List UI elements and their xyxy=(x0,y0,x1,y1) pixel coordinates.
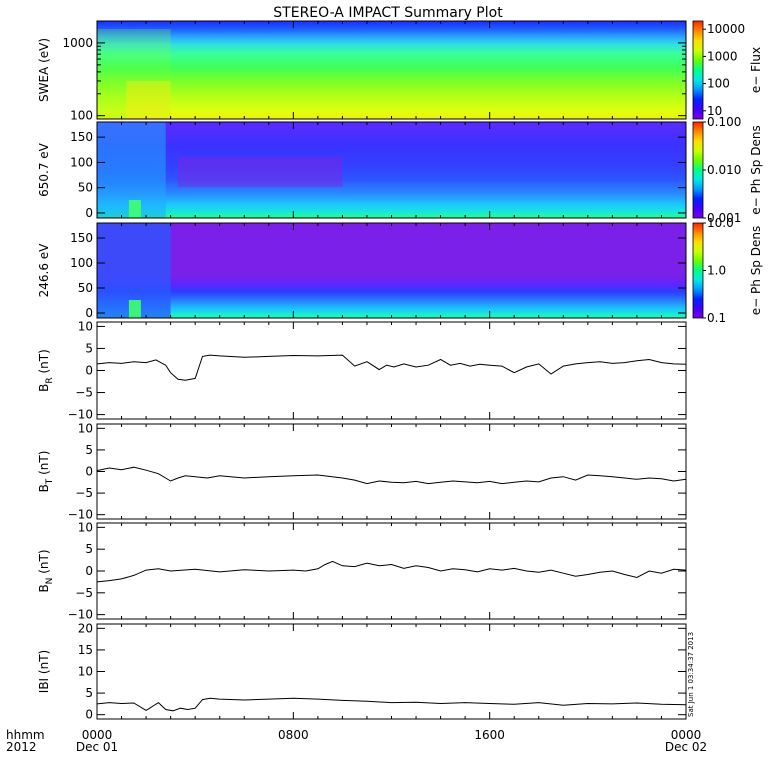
br-ytick-label: −10 xyxy=(68,408,93,422)
br-ylabel: BR (nT) xyxy=(37,349,55,392)
br-series-line xyxy=(96,354,687,381)
br-ytick-label: 5 xyxy=(85,341,93,355)
swea-ytick-label: 1000 xyxy=(62,36,93,50)
bt-panel: −10 −5 0 5 10 BT (nT) xyxy=(37,421,687,522)
footer-hhmm: hhmm xyxy=(6,728,45,742)
pa650-colorbar-tick-label: 0.001 xyxy=(707,211,741,225)
pa246-colorbar-label: e− Ph Sp Dens xyxy=(749,226,763,315)
bn-ytick-label: 10 xyxy=(78,520,93,534)
bmag-frame xyxy=(96,623,687,720)
bmag-series-line xyxy=(96,697,687,712)
bn-ytick-label: −5 xyxy=(75,586,93,600)
swea-colorbar: 10 100 1000 10000 e− Flux xyxy=(692,20,763,120)
bt-ytick-label: 10 xyxy=(78,421,93,435)
plot-title: STEREO-A IMPACT Summary Plot xyxy=(273,5,503,21)
br-panel: −10 −5 0 5 10 BR (nT) xyxy=(37,319,687,422)
pa246-ytick-label: 50 xyxy=(78,281,93,295)
swea-ylabel: SWEA (eV) xyxy=(37,38,51,102)
time-tick-label: 0000 xyxy=(82,728,113,742)
swea-panel: 100 1000 SWEA (eV) 10 100 1000 10000 e− Flux xyxy=(37,20,763,123)
pa650-panel: 0 50 100 150 650.7 eV 0.001 0.010 0.100 e− Ph Sp… xyxy=(37,115,763,225)
bmag-ytick-label: 20 xyxy=(78,621,93,635)
bn-ylabel: BN (nT) xyxy=(37,549,55,592)
pa246-colorbar-tick-label: 10.0 xyxy=(707,216,734,230)
bmag-ytick-label: 5 xyxy=(85,686,93,700)
swea-colorbar-tick-label: 10000 xyxy=(707,22,745,36)
swea-colorbar-tick-label: 10 xyxy=(707,104,722,118)
pa650-heatmap-fill xyxy=(97,122,686,218)
pa246-heatmap-fill xyxy=(97,223,686,318)
bn-series-line xyxy=(96,560,687,583)
bn-ytick-label: 0 xyxy=(85,564,93,578)
pa246-colorbar-tick-label: 1.0 xyxy=(707,264,726,278)
swea-heatmap-fill xyxy=(97,21,686,119)
pa246-colorbar-tick-label: 0.1 xyxy=(707,311,726,325)
pa650-ytick-label: 0 xyxy=(85,206,93,220)
bt-ytick-label: −10 xyxy=(68,508,93,522)
bt-ytick-label: 5 xyxy=(85,443,93,457)
pa650-colorbar-tick-label: 0.100 xyxy=(707,115,741,129)
bt-series-line xyxy=(96,466,687,485)
bmag-ytick-label: 15 xyxy=(78,643,93,657)
time-tick-label: 0000 xyxy=(671,728,702,742)
time-tick-label: 0800 xyxy=(278,728,309,742)
pa650-colorbar: 0.001 0.010 0.100 e− Ph Sp Dens xyxy=(692,115,763,225)
swea-colorbar-tick-label: 100 xyxy=(707,77,730,91)
bn-ytick-label: 5 xyxy=(85,542,93,556)
pa650-ytick-label: 100 xyxy=(70,155,93,169)
pa650-ytick-label: 150 xyxy=(70,130,93,144)
bt-ylabel: BT (nT) xyxy=(37,451,55,493)
footer-year: 2012 xyxy=(6,740,37,754)
bmag-ytick-label: 10 xyxy=(78,665,93,679)
pa246-panel: 0 50 100 150 246.6 eV 0.1 1.0 10.0 e− Ph Sp Dens xyxy=(37,216,763,325)
br-frame xyxy=(96,321,687,420)
pa246-ytick-label: 100 xyxy=(70,256,93,270)
br-ytick-label: 10 xyxy=(78,319,93,333)
bmag-ylabel: IBI (nT) xyxy=(37,650,51,693)
bt-frame xyxy=(96,423,687,520)
bn-panel: −10 −5 0 5 10 BN (nT) xyxy=(37,520,687,622)
time-tick-label: 1600 xyxy=(474,728,505,742)
bn-ytick-label: −10 xyxy=(68,608,93,622)
pa650-ylabel: 650.7 eV xyxy=(37,142,51,197)
bmag-ytick-label: 0 xyxy=(85,708,93,722)
br-ytick-label: 0 xyxy=(85,364,93,378)
pa246-ylabel: 246.6 eV xyxy=(37,243,51,298)
swea-ytick-label: 100 xyxy=(70,109,93,123)
bt-ytick-label: 0 xyxy=(85,465,93,479)
pa246-ytick-label: 0 xyxy=(85,306,93,320)
swea-colorbar-tick-label: 1000 xyxy=(707,49,738,63)
generation-timestamp: Sat Jun 1 03:34:37 2013 xyxy=(687,632,695,717)
bmag-panel: 0 5 10 15 20 IBI (nT) xyxy=(37,621,687,722)
bt-ytick-label: −5 xyxy=(75,486,93,500)
pa246-ytick-label: 150 xyxy=(70,231,93,245)
br-ytick-label: −5 xyxy=(75,386,93,400)
pa650-ytick-label: 50 xyxy=(78,181,93,195)
date-tick-label: Dec 01 xyxy=(76,740,118,754)
swea-colorbar-label: e− Flux xyxy=(749,47,763,93)
date-tick-label: Dec 02 xyxy=(665,740,707,754)
pa650-colorbar-tick-label: 0.010 xyxy=(707,163,741,177)
pa246-colorbar: 0.1 1.0 10.0 e− Ph Sp Dens xyxy=(692,216,763,325)
bn-frame xyxy=(96,522,687,620)
pa650-colorbar-label: e− Ph Sp Dens xyxy=(749,125,763,214)
